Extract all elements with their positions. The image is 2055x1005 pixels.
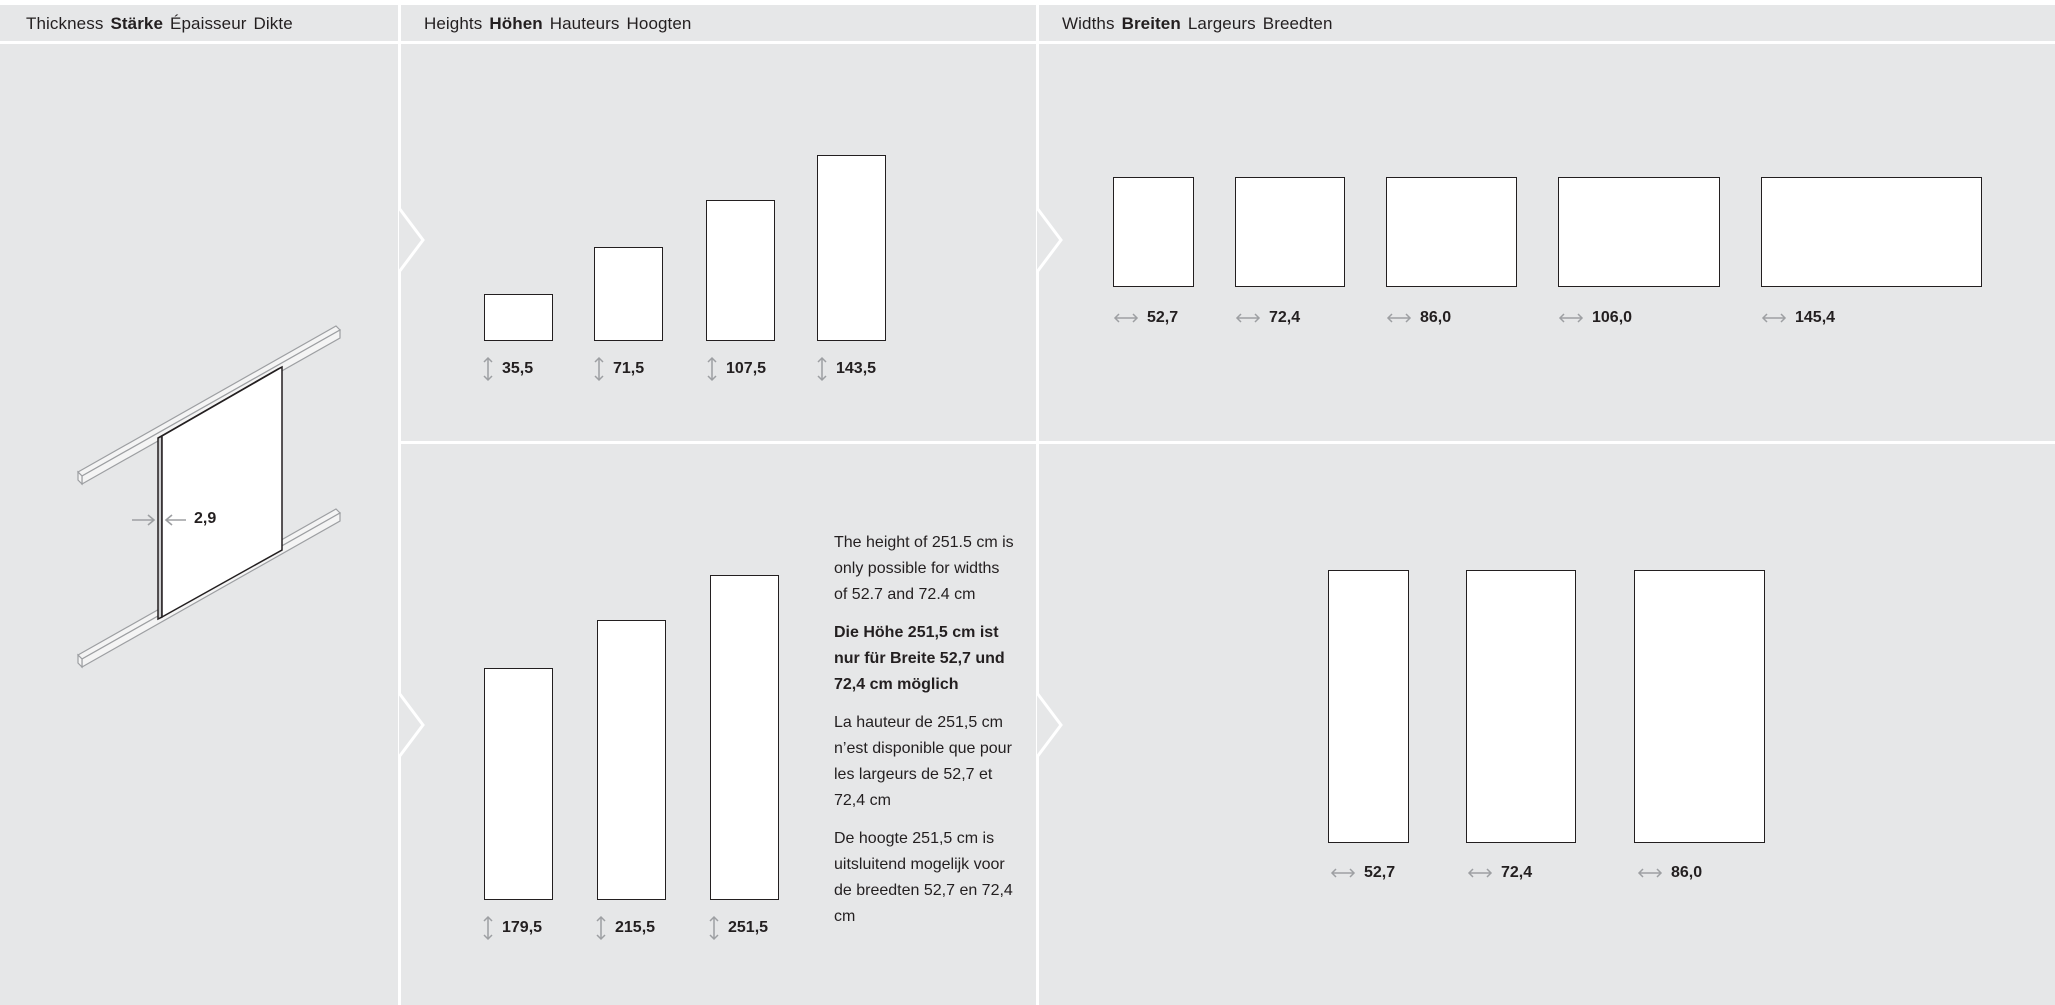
note-de: Die Höhe 251,5 cm ist nur für Breite 52,… [834,624,1005,693]
width-dim-tall-52-7: 52,7 [1330,864,1395,882]
width-rect-86-0 [1386,177,1517,287]
width-value: 106,0 [1592,309,1633,326]
chevron-notch-heights-bottom [399,693,425,757]
header-heights-en: Heights [424,14,483,33]
width-rect-145-4 [1761,177,1982,287]
thickness-arrows [132,514,186,526]
height-note: The height of 251.5 cm is only possible … [834,530,1014,942]
header-heights-nl: Hoogten [626,14,692,33]
note-fr: La hauteur de 251,5 cm n’est disponible … [834,714,1012,809]
height-value: 179,5 [502,919,543,936]
vertical-arrow-icon [707,356,717,382]
width-value: 86,0 [1420,309,1452,326]
header-divider [0,41,2055,44]
header-heights-de: Höhen [489,14,543,33]
header-thickness-en: Thickness [26,14,104,33]
height-rect-251-5 [710,575,779,900]
vertical-arrow-icon [483,356,493,382]
height-value: 71,5 [613,360,645,377]
horizontal-arrow-icon [1330,868,1356,878]
width-rect-52-7 [1113,177,1194,287]
width-dim-tall-72-4: 72,4 [1467,864,1532,882]
header-heights-fr: Hauteurs [549,14,620,33]
width-rect-tall-52-7 [1328,570,1409,843]
header-thickness-de: Stärke [110,14,164,33]
width-dim-72-4: 72,4 [1235,309,1300,327]
height-value: 251,5 [728,919,769,936]
note-nl: De hoogte 251,5 cm is uitsluitend mogeli… [834,830,1013,925]
thickness-value: 2,9 [194,510,217,527]
width-value: 72,4 [1269,309,1301,326]
horizontal-arrow-icon [1113,313,1139,323]
height-dim-179-5: 179,5 [482,915,542,941]
header-thickness-fr: Épaisseur [170,14,247,33]
header-widths-nl: Breedten [1262,14,1333,33]
header-heights: Heights Höhen Hauteurs Hoogten [424,14,699,34]
width-dim-145-4: 145,4 [1761,309,1835,327]
vertical-arrow-icon [483,915,493,941]
width-rect-72-4 [1235,177,1345,287]
height-dim-107-5: 107,5 [706,356,766,382]
horizontal-arrow-icon [1637,868,1663,878]
width-dim-86-0: 86,0 [1386,309,1451,327]
height-value: 107,5 [726,360,767,377]
column-divider-right [1036,0,1039,1005]
chevron-notch-widths-top [1037,208,1063,272]
height-rect-71-5 [594,247,663,341]
width-dim-tall-86-0: 86,0 [1637,864,1702,882]
horizontal-arrow-icon [1761,313,1787,323]
width-rect-106-0 [1558,177,1720,287]
height-value: 215,5 [615,919,656,936]
height-rect-215-5 [597,620,666,900]
height-rect-143-5 [817,155,886,341]
width-value: 86,0 [1671,864,1703,881]
horizontal-arrow-icon [1235,313,1261,323]
width-dim-52-7: 52,7 [1113,309,1178,327]
width-value: 145,4 [1795,309,1836,326]
height-dim-143-5: 143,5 [816,356,876,382]
width-value: 52,7 [1364,864,1396,881]
chevron-notch-widths-bottom [1037,693,1063,757]
vertical-arrow-icon [596,915,606,941]
height-rect-107-5 [706,200,775,341]
height-value: 143,5 [836,360,877,377]
horizontal-arrow-icon [1558,313,1584,323]
height-value: 35,5 [502,360,534,377]
header-widths: Widths Breiten Largeurs Breedten [1062,14,1340,34]
panel [157,365,283,621]
column-divider-left [398,0,401,1005]
height-dim-215-5: 215,5 [595,915,655,941]
height-dim-35-5: 35,5 [482,356,533,382]
header-widths-fr: Largeurs [1187,14,1256,33]
width-dim-106-0: 106,0 [1558,309,1632,327]
note-en: The height of 251.5 cm is only possible … [834,534,1014,603]
horizontal-arrow-icon [1386,313,1412,323]
chevron-notch-heights-top [399,208,425,272]
vertical-arrow-icon [817,356,827,382]
header-thickness: Thickness Stärke Épaisseur Dikte [26,14,300,34]
top-border [0,0,2055,5]
height-dim-251-5: 251,5 [708,915,768,941]
height-rect-35-5 [484,294,553,341]
header-thickness-nl: Dikte [253,14,293,33]
height-rect-179-5 [484,668,553,900]
panel-rail-illustration [77,325,341,669]
width-rect-tall-86-0 [1634,570,1765,843]
header-widths-en: Widths [1062,14,1115,33]
width-value: 72,4 [1501,864,1533,881]
vertical-arrow-icon [709,915,719,941]
width-rect-tall-72-4 [1466,570,1576,843]
height-dim-71-5: 71,5 [593,356,644,382]
width-value: 52,7 [1147,309,1179,326]
header-widths-de: Breiten [1121,14,1181,33]
vertical-arrow-icon [594,356,604,382]
horizontal-arrow-icon [1467,868,1493,878]
row-divider [400,441,2055,444]
